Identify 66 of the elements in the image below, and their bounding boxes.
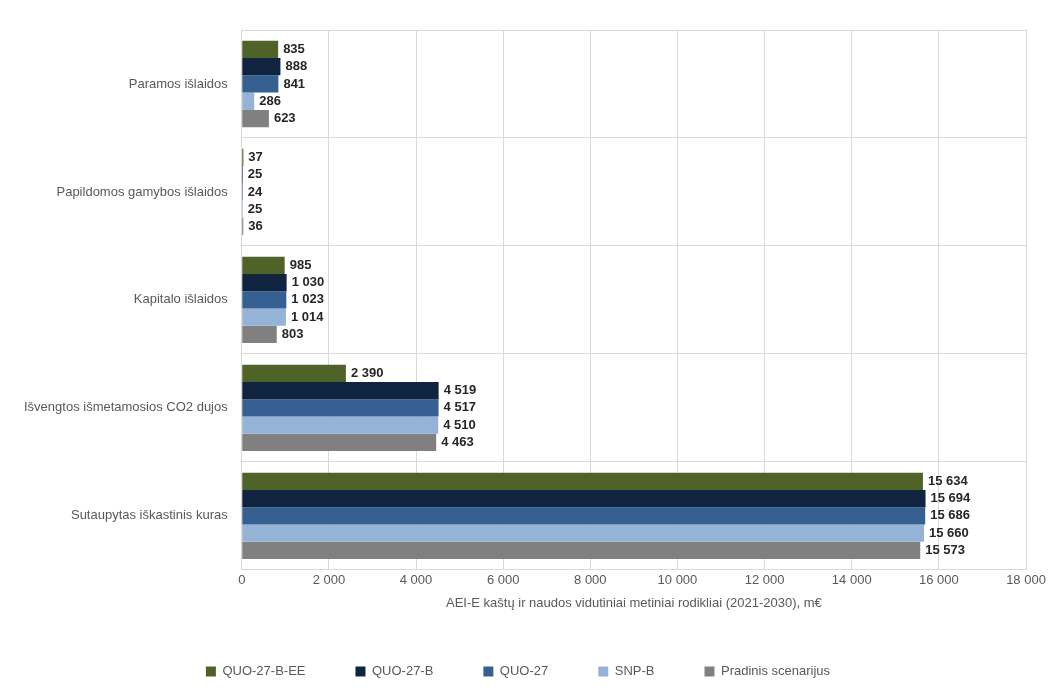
- data-label: 835: [283, 41, 305, 57]
- bar: [242, 75, 279, 93]
- data-label: 15 573: [925, 541, 966, 557]
- data-label: 25: [247, 200, 263, 216]
- data-label: 841: [283, 75, 306, 91]
- bar: [242, 507, 926, 525]
- data-label: 4 510: [443, 416, 476, 432]
- x-tick-label: 12 000: [744, 572, 785, 588]
- data-label: 4 517: [443, 399, 477, 415]
- data-label: 4 463: [441, 433, 474, 449]
- bar: [242, 40, 279, 59]
- data-label: 4 519: [443, 382, 477, 398]
- bar: [242, 325, 277, 344]
- x-tick-label: 18 000: [1006, 572, 1046, 588]
- data-label: 15 686: [930, 507, 970, 523]
- bar: [242, 58, 281, 76]
- bar: [242, 273, 287, 292]
- y-tick-label: Papildomos gamybos išlaidos: [56, 183, 229, 199]
- x-tick-label: 0: [238, 572, 246, 588]
- x-tick-label: 16 000: [918, 572, 959, 588]
- data-label: 2 390: [350, 364, 384, 380]
- legend-label: QUO-27-B: [371, 663, 434, 679]
- bar: [242, 92, 255, 110]
- bar: [242, 109, 269, 128]
- legend-label: Pradinis scenarijus: [721, 663, 831, 679]
- bar: [242, 489, 926, 508]
- data-label: 888: [285, 58, 308, 74]
- bar: [242, 541, 921, 559]
- x-tick-label: 14 000: [831, 572, 872, 588]
- legend-label: QUO-27: [499, 663, 549, 679]
- data-label: 623: [273, 110, 296, 126]
- y-tick-label: Kapitalo išlaidos: [133, 291, 229, 307]
- x-tick-label: 6 000: [486, 572, 520, 588]
- data-label: 15 694: [930, 490, 972, 506]
- data-label: 803: [281, 326, 304, 342]
- bar: [242, 472, 923, 490]
- bar: [242, 416, 439, 434]
- legend-label: QUO-27-B-EE: [222, 663, 306, 679]
- y-tick-label: Paramos išlaidos: [128, 75, 229, 91]
- data-label: 1 014: [290, 308, 325, 324]
- y-tick-label: Išvengtos išmetamosios CO2 dujos: [23, 399, 229, 415]
- x-tick-label: 8 000: [574, 572, 607, 588]
- x-axis-title: AEI-E kaštų ir naudos vidutiniai metiniai rodikliai (2021-2030), m€: [446, 594, 823, 610]
- data-label: 1 030: [291, 274, 325, 290]
- data-label: 15 634: [927, 472, 969, 488]
- data-label: 25: [247, 166, 263, 182]
- x-tick-label: 10 000: [657, 572, 698, 588]
- bar: [242, 381, 439, 400]
- bar: [242, 256, 285, 274]
- bar: [242, 399, 439, 417]
- y-tick-label: Sutaupytas iškastinis kuras: [70, 507, 229, 523]
- data-label: 36: [248, 218, 263, 234]
- x-tick-label: 2 000: [312, 572, 346, 588]
- data-label: 15 660: [929, 524, 969, 540]
- bar: [242, 524, 925, 542]
- bar: [242, 364, 346, 382]
- legend-label: SNP-B: [614, 663, 655, 679]
- data-label: 286: [259, 92, 281, 108]
- data-label: 37: [248, 148, 263, 164]
- data-label: 985: [289, 256, 312, 272]
- x-tick-label: 4 000: [399, 572, 433, 588]
- data-label: 1 023: [291, 291, 324, 307]
- bar: [242, 291, 287, 309]
- bar: [242, 308, 286, 326]
- bar: [242, 433, 437, 452]
- data-label: 24: [247, 183, 264, 199]
